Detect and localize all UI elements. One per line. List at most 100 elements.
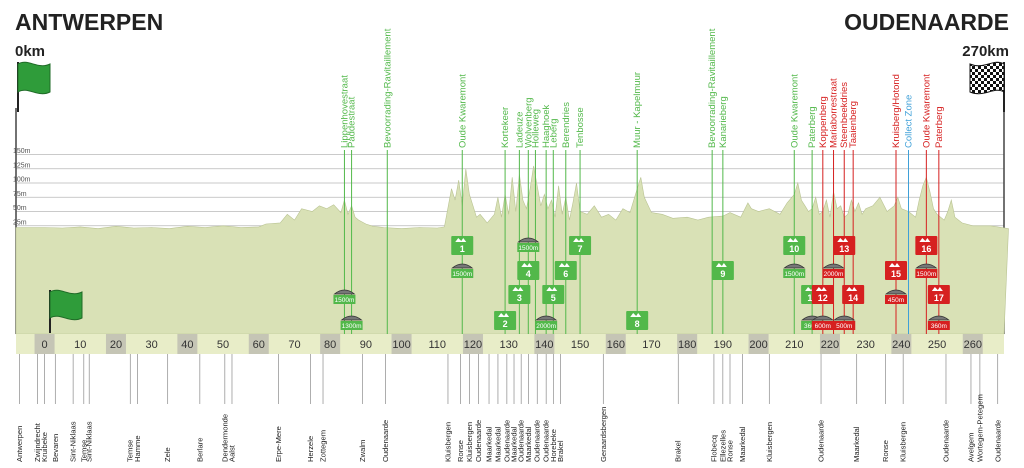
axis-tick-box bbox=[105, 334, 126, 354]
cobble-length: 600m bbox=[815, 323, 831, 330]
place-label: Herzele bbox=[306, 436, 315, 462]
climb-number: 4 bbox=[526, 269, 531, 279]
place-label: Avelgem bbox=[967, 433, 976, 462]
cobble-icon bbox=[451, 263, 474, 269]
cobble-length-box bbox=[833, 321, 856, 330]
place-label: Maarkedal bbox=[738, 426, 747, 462]
cobble-length-box bbox=[822, 269, 845, 278]
place-label: Kluisbergen bbox=[765, 422, 774, 462]
sector-label: Holleweg bbox=[530, 109, 541, 148]
altitude-tick: 125m bbox=[13, 162, 31, 169]
place-label: Maarkedal bbox=[485, 426, 494, 462]
axis-tick-box bbox=[320, 334, 341, 354]
place-label: Dendermonde bbox=[220, 414, 229, 462]
axis-tick-label: 260 bbox=[964, 339, 982, 351]
climb-number: 17 bbox=[934, 293, 944, 303]
mountain-icon bbox=[546, 287, 558, 291]
climb-number: 13 bbox=[839, 244, 849, 254]
altitude-tick: 150m bbox=[13, 148, 31, 155]
axis-tick-label: 0 bbox=[41, 339, 47, 351]
place-label: Sint-Niklaas bbox=[85, 421, 94, 462]
cobble-marker: 500m bbox=[833, 315, 856, 330]
axis-tick-label: 170 bbox=[642, 339, 660, 351]
climb-marker: 6 bbox=[554, 261, 577, 280]
cobble-icon bbox=[822, 263, 845, 269]
axis-tick-label: 20 bbox=[110, 339, 122, 351]
place-label: Oudenaarde bbox=[817, 420, 826, 462]
axis-tick-label: 30 bbox=[146, 339, 158, 351]
cobble-icon bbox=[884, 289, 908, 295]
place-label: Temse bbox=[126, 440, 135, 462]
mountain-icon bbox=[455, 238, 467, 242]
place-label: Oudenaarde bbox=[942, 420, 951, 462]
axis-tick-label: 230 bbox=[856, 339, 874, 351]
place-label: Flobecq bbox=[709, 435, 718, 462]
climb-number: 9 bbox=[720, 269, 725, 279]
start-distance: 0km bbox=[15, 43, 45, 60]
sector-label: Bevoorrading-Ravitaillement bbox=[382, 28, 393, 148]
place-label: Kruibeke bbox=[40, 432, 49, 462]
climb-marker: 7 bbox=[569, 236, 592, 255]
cobble-marker: 1500m bbox=[783, 263, 806, 278]
axis-tick-label: 210 bbox=[785, 339, 803, 351]
sector-label: Berendries bbox=[561, 102, 572, 148]
axis-tick-box bbox=[248, 334, 269, 354]
cobble-marker: 2000m bbox=[535, 315, 558, 330]
mountain-icon bbox=[837, 238, 849, 242]
cobble-marker: 1500m bbox=[517, 237, 540, 252]
sector-label: Paddestraat bbox=[347, 96, 358, 148]
mountain-icon bbox=[889, 263, 901, 267]
climb-number: 8 bbox=[635, 319, 640, 329]
axis-tick-box bbox=[677, 334, 698, 354]
sector-label: Muur - Kapelmuur bbox=[632, 72, 643, 148]
axis-tick-label: 90 bbox=[360, 339, 372, 351]
axis-tick-box bbox=[891, 334, 912, 354]
climb-number: 6 bbox=[563, 269, 568, 279]
cobble-length-box bbox=[811, 321, 834, 330]
climb-number: 10 bbox=[789, 244, 799, 254]
axis-tick-label: 250 bbox=[928, 339, 946, 351]
axis-tick-box bbox=[391, 334, 412, 354]
sector-label: Oude Kwaremont bbox=[457, 74, 468, 148]
cobble-length: 500m bbox=[836, 323, 852, 330]
place-label: Maarkedal bbox=[524, 426, 533, 462]
place-label: Sint-Niklaas bbox=[69, 421, 78, 462]
cobble-length: 450m bbox=[888, 297, 904, 304]
cobble-length: 1500m bbox=[784, 271, 804, 278]
cobble-length-box bbox=[451, 269, 474, 278]
cobble-length: 2000m bbox=[536, 323, 556, 330]
axis-tick-box bbox=[534, 334, 555, 354]
mountain-icon bbox=[558, 263, 570, 267]
axis-tick-label: 50 bbox=[217, 339, 229, 351]
axis-tick-label: 200 bbox=[749, 339, 767, 351]
axis-tick-label: 10 bbox=[74, 339, 86, 351]
start-header: ANTWERPEN 0km bbox=[15, 9, 163, 60]
cobble-icon bbox=[915, 263, 938, 269]
cobble-length-box bbox=[340, 321, 363, 330]
axis-tick-box bbox=[748, 334, 769, 354]
place-label: Zottegem bbox=[319, 430, 328, 462]
sector-label: Leberg bbox=[548, 118, 559, 148]
place-label: Maarkedal bbox=[510, 426, 519, 462]
axis-tick-label: 180 bbox=[678, 339, 696, 351]
place-label: Wortegem-Petegem bbox=[975, 394, 984, 462]
mountain-icon bbox=[787, 238, 799, 242]
place-label: Ronse bbox=[456, 440, 465, 462]
cobble-length-box bbox=[915, 269, 938, 278]
place-label: Brakel bbox=[674, 440, 683, 462]
cobble-length-box bbox=[885, 295, 908, 304]
climb-number: 7 bbox=[578, 244, 583, 254]
place-label: Oudenaarde bbox=[381, 420, 390, 462]
place-label: Bevaren bbox=[51, 434, 60, 462]
axis-tick-label: 100 bbox=[392, 339, 410, 351]
finish-city: OUDENAARDE bbox=[844, 9, 1009, 35]
climb-marker: 13 bbox=[833, 236, 856, 255]
axis-tick-label: 70 bbox=[288, 339, 300, 351]
mountain-icon bbox=[715, 263, 727, 267]
climb-marker: 15 bbox=[885, 261, 908, 280]
sector-label: Kanarieberg bbox=[718, 96, 729, 148]
place-label: Oudenaarde bbox=[993, 420, 1002, 462]
